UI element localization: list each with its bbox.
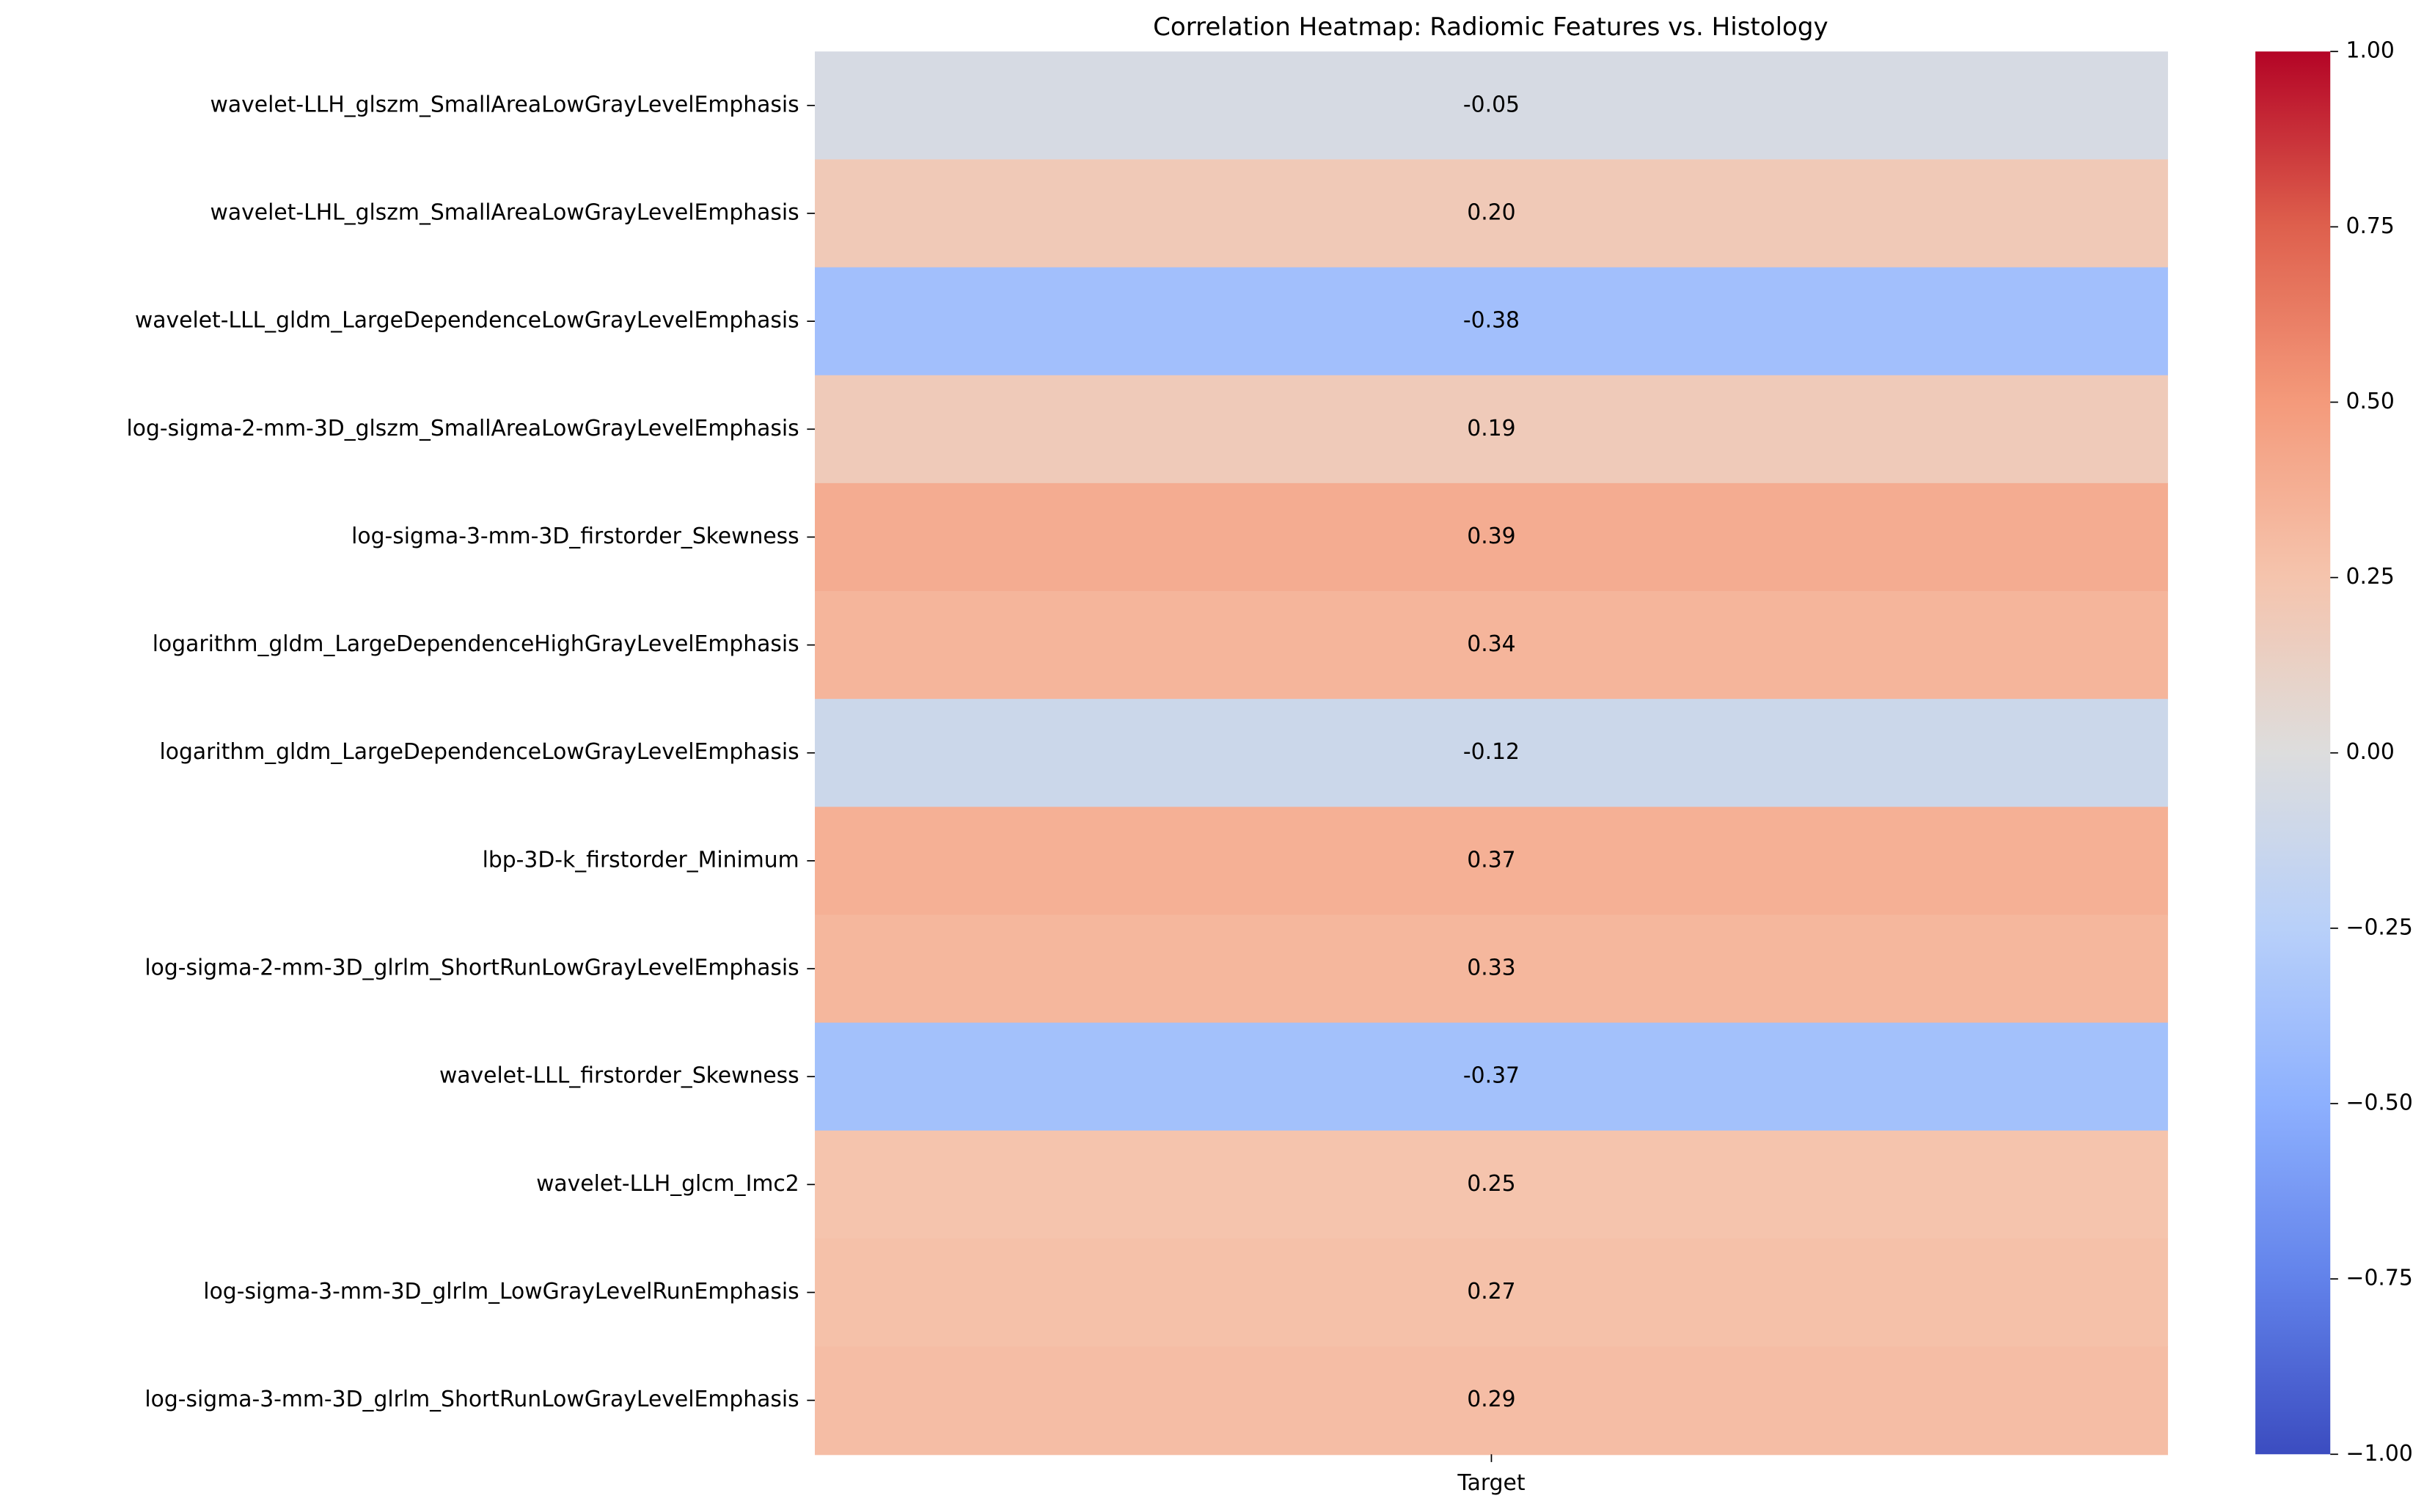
heatmap-cell bbox=[814, 375, 2168, 484]
y-tick-label: log-sigma-3-mm-3D_glrlm_LowGrayLevelRunE… bbox=[203, 1279, 799, 1304]
cell-label: -0.12 bbox=[1463, 739, 1520, 765]
heatmap-cell bbox=[814, 1130, 2168, 1240]
y-tick-label: log-sigma-2-mm-3D_glrlm_ShortRunLowGrayL… bbox=[144, 955, 799, 981]
cell-label: 0.20 bbox=[1467, 199, 1515, 225]
cell-label: 0.37 bbox=[1467, 847, 1515, 873]
heatmap-cell bbox=[814, 267, 2168, 376]
y-tick-label: logarithm_gldm_LargeDependenceHighGrayLe… bbox=[153, 631, 799, 657]
cell-label: 0.34 bbox=[1467, 631, 1515, 657]
y-tick-label: lbp-3D-k_firstorder_Minimum bbox=[483, 847, 799, 873]
colorbar-tick-label: 0.75 bbox=[2346, 213, 2395, 239]
cell-label: -0.05 bbox=[1463, 92, 1520, 117]
heatmap-cell bbox=[814, 1022, 2168, 1131]
y-tick-label: log-sigma-2-mm-3D_glszm_SmallAreaLowGray… bbox=[127, 416, 799, 441]
heatmap-cell bbox=[814, 807, 2168, 916]
colorbar bbox=[2255, 51, 2331, 1455]
cell-label: 0.29 bbox=[1467, 1387, 1515, 1412]
y-tick-label: logarithm_gldm_LargeDependenceLowGrayLev… bbox=[160, 739, 799, 765]
cell-label: 0.19 bbox=[1467, 416, 1515, 441]
cell-label: 0.25 bbox=[1467, 1171, 1515, 1197]
y-tick-label: wavelet-LLL_firstorder_Skewness bbox=[439, 1063, 799, 1089]
colorbar-tick-label: 0.00 bbox=[2346, 739, 2395, 765]
cell-label: 0.39 bbox=[1467, 524, 1515, 549]
cell-label: 0.27 bbox=[1467, 1279, 1515, 1304]
colorbar-tick-label: 0.50 bbox=[2346, 389, 2395, 414]
colorbar-tick-label: 0.25 bbox=[2346, 564, 2395, 590]
heatmap-cell bbox=[814, 699, 2168, 808]
y-tick-label: wavelet-LLH_glszm_SmallAreaLowGrayLevelE… bbox=[210, 92, 799, 117]
heatmap-cell bbox=[814, 482, 2168, 592]
colorbar-tick-label: −0.50 bbox=[2346, 1090, 2413, 1116]
y-tick-label: wavelet-LHL_glszm_SmallAreaLowGrayLevelE… bbox=[210, 199, 799, 225]
heatmap-cell bbox=[814, 1346, 2168, 1456]
y-tick-label: log-sigma-3-mm-3D_firstorder_Skewness bbox=[351, 524, 799, 549]
heatmap-cell bbox=[814, 591, 2168, 700]
y-tick-label: wavelet-LLL_gldm_LargeDependenceLowGrayL… bbox=[135, 308, 799, 334]
cell-label: 0.33 bbox=[1467, 955, 1515, 981]
colorbar-tick-label: −0.25 bbox=[2346, 914, 2413, 940]
heatmap-cell bbox=[814, 159, 2168, 268]
y-tick-label: log-sigma-3-mm-3D_glrlm_ShortRunLowGrayL… bbox=[144, 1387, 799, 1412]
x-tick-label: Target bbox=[1457, 1470, 1525, 1496]
colorbar-tick-label: −0.75 bbox=[2346, 1266, 2413, 1291]
cell-label: -0.38 bbox=[1463, 308, 1520, 334]
heatmap-cell bbox=[814, 1238, 2168, 1348]
heatmap-cell bbox=[814, 51, 2168, 161]
heatmap-cell bbox=[814, 914, 2168, 1024]
y-tick-label: wavelet-LLH_glcm_Imc2 bbox=[536, 1171, 799, 1197]
chart-title: Correlation Heatmap: Radiomic Features v… bbox=[1153, 12, 1828, 42]
colorbar-tick-label: 1.00 bbox=[2346, 38, 2395, 64]
cell-label: -0.37 bbox=[1463, 1063, 1520, 1089]
colorbar-tick-label: −1.00 bbox=[2346, 1441, 2413, 1467]
